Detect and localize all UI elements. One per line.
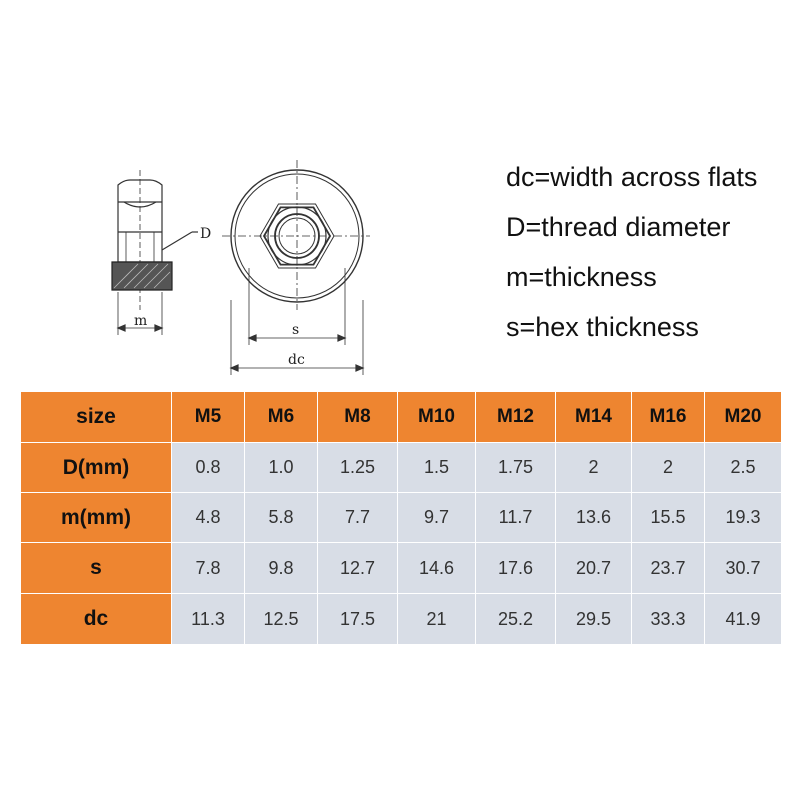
table-cell: 33.3 bbox=[631, 593, 705, 645]
flange-nut-drawing: D m s dc bbox=[111, 160, 370, 375]
table-cell: 7.8 bbox=[171, 542, 245, 594]
table-cell: 1.0 bbox=[244, 442, 318, 493]
row-label: m(mm) bbox=[20, 492, 172, 543]
header-col: M10 bbox=[397, 391, 476, 443]
row-label: D(mm) bbox=[20, 442, 172, 493]
label-m: m bbox=[134, 313, 147, 329]
table-cell: 21 bbox=[397, 593, 476, 645]
table-row: dc 11.3 12.5 17.5 21 25.2 29.5 33.3 41.9 bbox=[20, 593, 782, 645]
table-cell: 23.7 bbox=[631, 542, 705, 594]
table-cell: 17.5 bbox=[317, 593, 398, 645]
table-cell: 30.7 bbox=[704, 542, 782, 594]
table-cell: 5.8 bbox=[244, 492, 318, 543]
table-cell: 9.7 bbox=[397, 492, 476, 543]
label-D: D bbox=[200, 226, 211, 242]
legend-m: m=thickness bbox=[506, 262, 657, 292]
table-cell: 17.6 bbox=[475, 542, 556, 594]
table-cell: 9.8 bbox=[244, 542, 318, 594]
table-row: D(mm) 0.8 1.0 1.25 1.5 1.75 2 2 2.5 bbox=[20, 442, 782, 493]
table-cell: 11.3 bbox=[171, 593, 245, 645]
header-size: size bbox=[20, 391, 172, 443]
table-cell: 15.5 bbox=[631, 492, 705, 543]
table-cell: 12.5 bbox=[244, 593, 318, 645]
header-col: M20 bbox=[704, 391, 782, 443]
table-cell: 1.75 bbox=[475, 442, 556, 493]
nut-side-view bbox=[111, 170, 198, 335]
table-cell: 2 bbox=[555, 442, 632, 493]
header-col: M12 bbox=[475, 391, 556, 443]
label-s: s bbox=[292, 322, 299, 338]
table-cell: 29.5 bbox=[555, 593, 632, 645]
table-cell: 1.5 bbox=[397, 442, 476, 493]
table-cell: 11.7 bbox=[475, 492, 556, 543]
table-cell: 13.6 bbox=[555, 492, 632, 543]
row-label: s bbox=[20, 542, 172, 594]
nut-front-view bbox=[222, 160, 370, 375]
header-col: M14 bbox=[555, 391, 632, 443]
legend-dc: dc=width across flats bbox=[506, 162, 758, 192]
table-cell: 12.7 bbox=[317, 542, 398, 594]
header-col: M8 bbox=[317, 391, 398, 443]
table-cell: 20.7 bbox=[555, 542, 632, 594]
table-row: m(mm) 4.8 5.8 7.7 9.7 11.7 13.6 15.5 19.… bbox=[20, 492, 782, 543]
table-cell: 2.5 bbox=[704, 442, 782, 493]
table-cell: 19.3 bbox=[704, 492, 782, 543]
row-label: dc bbox=[20, 593, 172, 645]
header-col: M16 bbox=[631, 391, 705, 443]
table-header-row: size M5 M6 M8 M10 M12 M14 M16 M20 bbox=[20, 391, 782, 443]
table-cell: 4.8 bbox=[171, 492, 245, 543]
header-col: M6 bbox=[244, 391, 318, 443]
table-cell: 0.8 bbox=[171, 442, 245, 493]
legend-D: D=thread diameter bbox=[506, 212, 731, 242]
size-spec-table: size M5 M6 M8 M10 M12 M14 M16 M20 D(mm) … bbox=[20, 391, 782, 645]
table-cell: 2 bbox=[631, 442, 705, 493]
legend-s: s=hex thickness bbox=[506, 312, 699, 342]
header-col: M5 bbox=[171, 391, 245, 443]
table-cell: 14.6 bbox=[397, 542, 476, 594]
table-cell: 1.25 bbox=[317, 442, 398, 493]
table-row: s 7.8 9.8 12.7 14.6 17.6 20.7 23.7 30.7 bbox=[20, 542, 782, 594]
label-dc: dc bbox=[288, 352, 305, 368]
dimension-legend: dc=width across flats D=thread diameter … bbox=[506, 152, 757, 352]
table-cell: 7.7 bbox=[317, 492, 398, 543]
table-cell: 41.9 bbox=[704, 593, 782, 645]
table-cell: 25.2 bbox=[475, 593, 556, 645]
